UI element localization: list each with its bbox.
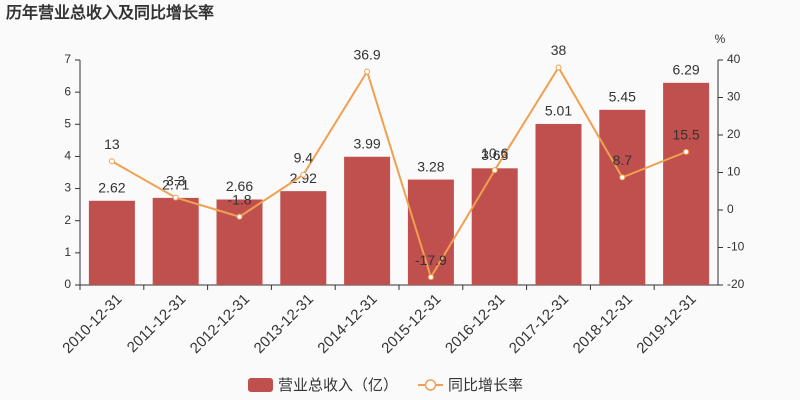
line: [111, 65, 687, 280]
bar-value-label: 3.99: [353, 135, 380, 151]
y2-tick-label: 10: [727, 165, 741, 179]
y-tick-label: 7: [64, 52, 71, 66]
bar-value-label: 5.01: [545, 103, 572, 119]
line-value-label: 3.3: [166, 172, 186, 188]
bar-value-label: 2.92: [290, 170, 317, 186]
line-value-label: 8.7: [613, 152, 633, 168]
y2-tick-label: 0: [727, 202, 734, 216]
legend-swatch-point: [424, 379, 437, 391]
legend-label: 同比增长率: [448, 377, 523, 394]
bar-value-label: 2.71: [162, 177, 189, 193]
line-point: [108, 158, 115, 165]
line-value-label: -1.8: [227, 191, 251, 207]
chart-title: 历年营业总收入及同比增长率: [6, 3, 214, 22]
bar: [152, 197, 199, 285]
y-tick-label: 1: [64, 245, 71, 259]
line-point: [236, 213, 243, 220]
y2-tick-label: 20: [727, 127, 741, 141]
line-point: [300, 171, 307, 178]
line-point: [172, 194, 179, 201]
y-tick-label: 3: [64, 181, 71, 195]
bar-value-label: 2.66: [226, 178, 253, 194]
line-point: [683, 148, 690, 155]
bar: [535, 123, 582, 285]
bar: [88, 200, 135, 285]
line-value-label: 13: [104, 136, 120, 152]
bar: [599, 109, 646, 285]
bar-value-label: 6.29: [672, 62, 699, 78]
bar-value-label: 3.28: [417, 158, 444, 174]
line-value-label: 36.9: [353, 46, 380, 62]
bar: [280, 191, 327, 285]
line-value-label: 15.5: [672, 127, 699, 143]
bar: [471, 168, 518, 285]
y-tick-label: 6: [64, 84, 71, 98]
bar-value-label: 2.62: [98, 179, 125, 195]
y-tick-label: 0: [64, 277, 71, 291]
bar-value-label: 5.45: [609, 89, 636, 105]
line-point: [555, 64, 562, 71]
line-value-label: 10.6: [481, 145, 508, 161]
bar: [344, 156, 391, 285]
line-value-label: 38: [551, 42, 567, 58]
line-point: [364, 68, 371, 75]
legend-label: 营业总收入（亿）: [278, 377, 398, 394]
y2-tick-label: 40: [727, 52, 741, 66]
y2-tick-label: 30: [727, 90, 741, 104]
line-point: [427, 274, 434, 281]
line-value-label: 9.4: [294, 149, 314, 165]
y2-tick-label: -10: [727, 240, 745, 254]
legend-swatch: [248, 378, 273, 392]
line-value-label: -17.9: [415, 252, 447, 268]
line-point: [619, 174, 626, 181]
y-tick-label: 2: [64, 213, 71, 227]
y-tick-label: 4: [64, 149, 71, 163]
bar: [663, 82, 710, 285]
bar: [407, 179, 454, 285]
y-tick-label: 5: [64, 116, 71, 130]
y2-tick-label: -20: [727, 277, 745, 291]
line-point: [491, 167, 498, 174]
y2-unit: %: [715, 32, 726, 46]
